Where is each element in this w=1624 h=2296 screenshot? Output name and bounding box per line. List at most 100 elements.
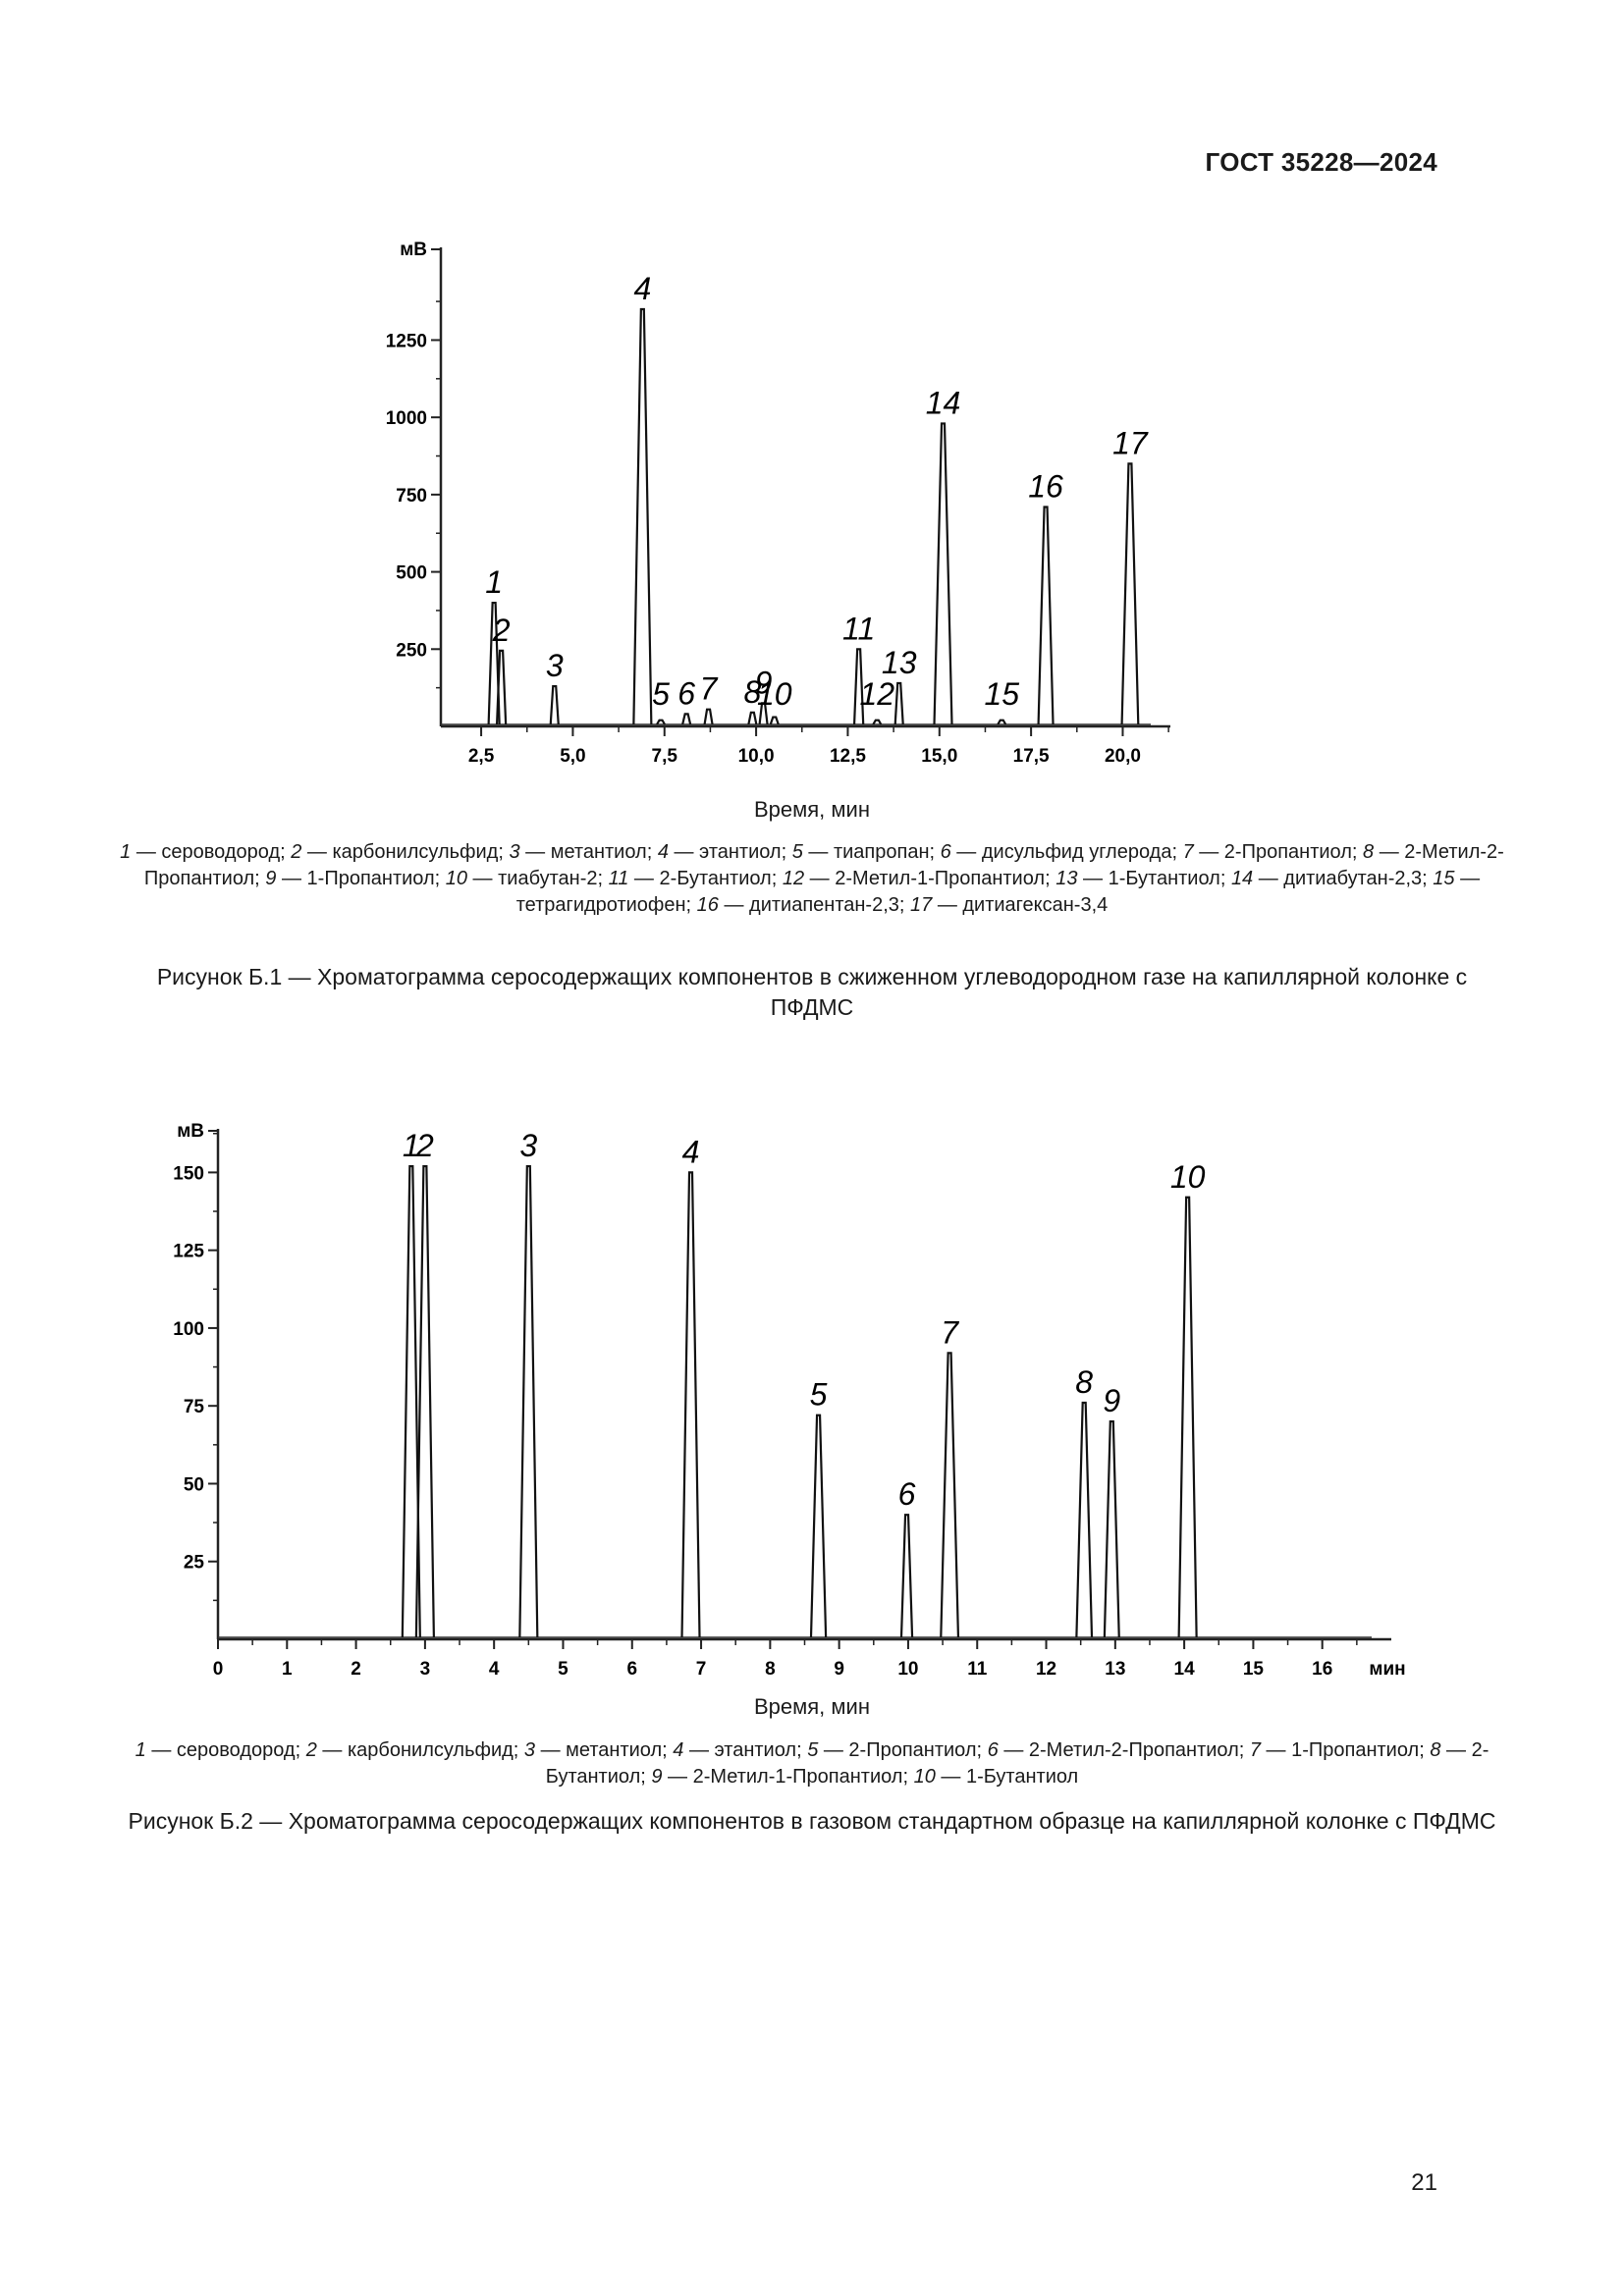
peak-label-12: 12	[860, 676, 895, 712]
legend-number: 1	[135, 1739, 146, 1761]
legend-number: 12	[782, 868, 805, 889]
legend-number: 11	[608, 868, 629, 889]
legend-text: — тиабутан-2;	[467, 868, 609, 889]
peak-13	[893, 681, 904, 725]
legend-text: — 2-Бутантиол;	[545, 1739, 1489, 1788]
x-tick-label: 5,0	[560, 746, 585, 767]
chart2-xlabel: Время, мин	[754, 1694, 870, 1719]
legend-text: — 2-Пропантиол;	[818, 1739, 988, 1761]
y-tick-label: 25	[184, 1553, 205, 1574]
legend-number: 8	[1363, 841, 1375, 863]
peak-5	[656, 719, 666, 725]
legend-text: — 2-Пропантиол;	[1193, 841, 1364, 863]
x-tick-label: 16	[1312, 1659, 1332, 1680]
peak-10	[1177, 1196, 1198, 1638]
x-tick-label: 3	[420, 1659, 431, 1680]
legend-number: 17	[910, 894, 933, 916]
peak-label-4: 4	[633, 271, 651, 306]
peak-9	[1103, 1419, 1120, 1638]
legend-text: — дисульфид углерода;	[950, 841, 1183, 863]
legend-text: — этантиол;	[683, 1739, 808, 1761]
x-tick-label: 9	[834, 1659, 844, 1680]
x-tick-label: 6	[626, 1659, 637, 1680]
x-tick-label: 10	[897, 1659, 918, 1680]
legend-text: — сероводород;	[131, 841, 292, 863]
peak-3	[549, 684, 560, 725]
legend-text: — 1-Бутантиол;	[1077, 868, 1231, 889]
x-tick-label: 5	[558, 1659, 568, 1680]
peak-6	[899, 1514, 914, 1638]
peak-label-2: 2	[415, 1128, 434, 1163]
legend-text: — тетрагидротиофен;	[515, 868, 1481, 916]
legend-number: 7	[1249, 1739, 1261, 1761]
x-tick-label: 8	[765, 1659, 776, 1680]
peak-label-8: 8	[1075, 1364, 1093, 1400]
peak-1	[401, 1164, 421, 1638]
peak-7	[703, 708, 714, 725]
legend-number: 8	[1430, 1739, 1441, 1761]
legend-number: 1	[120, 841, 132, 863]
peak-label-5: 5	[652, 676, 670, 712]
legend-text: — 2-Метил-1-Пропантиол;	[804, 868, 1056, 889]
x-tick-label: 12	[1036, 1659, 1056, 1680]
legend-number: 10	[913, 1766, 936, 1788]
peak-1	[487, 601, 501, 725]
legend-number: 9	[651, 1766, 663, 1788]
legend-text: — метантиол;	[519, 841, 658, 863]
peak-label-16: 16	[1028, 468, 1063, 504]
peak-label-10: 10	[757, 676, 792, 712]
legend-number: 4	[673, 1739, 684, 1761]
legend-text: — дитиапентан-2,3;	[718, 894, 911, 916]
legend-number: 4	[657, 841, 669, 863]
y-tick-label: 125	[173, 1242, 204, 1262]
y-tick-label: 75	[184, 1397, 205, 1417]
peak-16	[1037, 506, 1055, 725]
peak-label-1: 1	[485, 564, 503, 600]
peak-12	[872, 719, 883, 725]
x-tick-label: 7	[696, 1659, 707, 1680]
legend-number: 9	[265, 868, 277, 889]
peak-label-17: 17	[1112, 425, 1149, 460]
y-tick-label: 1000	[386, 408, 427, 429]
peak-15	[997, 719, 1007, 725]
y-tick-label: 50	[184, 1474, 204, 1495]
figure2-legend: 1 — сероводород; 2 — карбонилсульфид; 3 …	[108, 1737, 1516, 1790]
y-tick-label: 750	[396, 486, 427, 507]
figure1-legend: 1 — сероводород; 2 — карбонилсульфид; 3 …	[108, 839, 1516, 919]
legend-text: — 2-Бутантиол;	[628, 868, 783, 889]
peak-9	[758, 702, 769, 725]
peak-label-5: 5	[810, 1377, 828, 1413]
peak-label-11: 11	[842, 611, 875, 646]
x-tick-label: 13	[1105, 1659, 1125, 1680]
peak-label-4: 4	[682, 1134, 700, 1169]
peak-label-6: 6	[677, 675, 695, 711]
peak-3	[518, 1164, 539, 1638]
legend-number: 2	[291, 841, 302, 863]
x-tick-label: 12,5	[830, 746, 866, 767]
legend-text: — карбонилсульфид;	[316, 1739, 524, 1761]
legend-number: 5	[791, 841, 803, 863]
legend-number: 6	[987, 1739, 999, 1761]
peak-11	[852, 648, 865, 725]
peak-10	[769, 716, 780, 725]
peak-label-14: 14	[926, 385, 961, 420]
figure1-caption: Рисунок Б.1 — Хроматограмма серосодержащ…	[156, 964, 1468, 1020]
chart1-xlabel: Время, мин	[754, 797, 870, 822]
legend-text: — этантиол;	[668, 841, 792, 863]
x-tick-label: 11	[967, 1659, 988, 1680]
y-tick-label: 150	[173, 1163, 204, 1184]
legend-number: 3	[523, 1739, 536, 1761]
legend-text: — 1-Бутантиол	[935, 1766, 1079, 1788]
page-number: 21	[1411, 2169, 1437, 2196]
x-tick-label: 15	[1243, 1659, 1265, 1680]
legend-number: 6	[940, 841, 951, 863]
legend-text: — дитиабутан-2,3;	[1253, 868, 1434, 889]
peak-8	[747, 711, 758, 725]
x-tick-label: 2	[351, 1659, 361, 1680]
x-tick-label: 10,0	[738, 746, 775, 767]
legend-text: — 1-Пропантиол;	[1261, 1739, 1431, 1761]
peak-label-1: 1	[403, 1128, 420, 1163]
legend-number: 2	[305, 1739, 317, 1761]
y-tick-label: 100	[173, 1319, 204, 1340]
legend-text: — карбонилсульфид;	[301, 841, 510, 863]
